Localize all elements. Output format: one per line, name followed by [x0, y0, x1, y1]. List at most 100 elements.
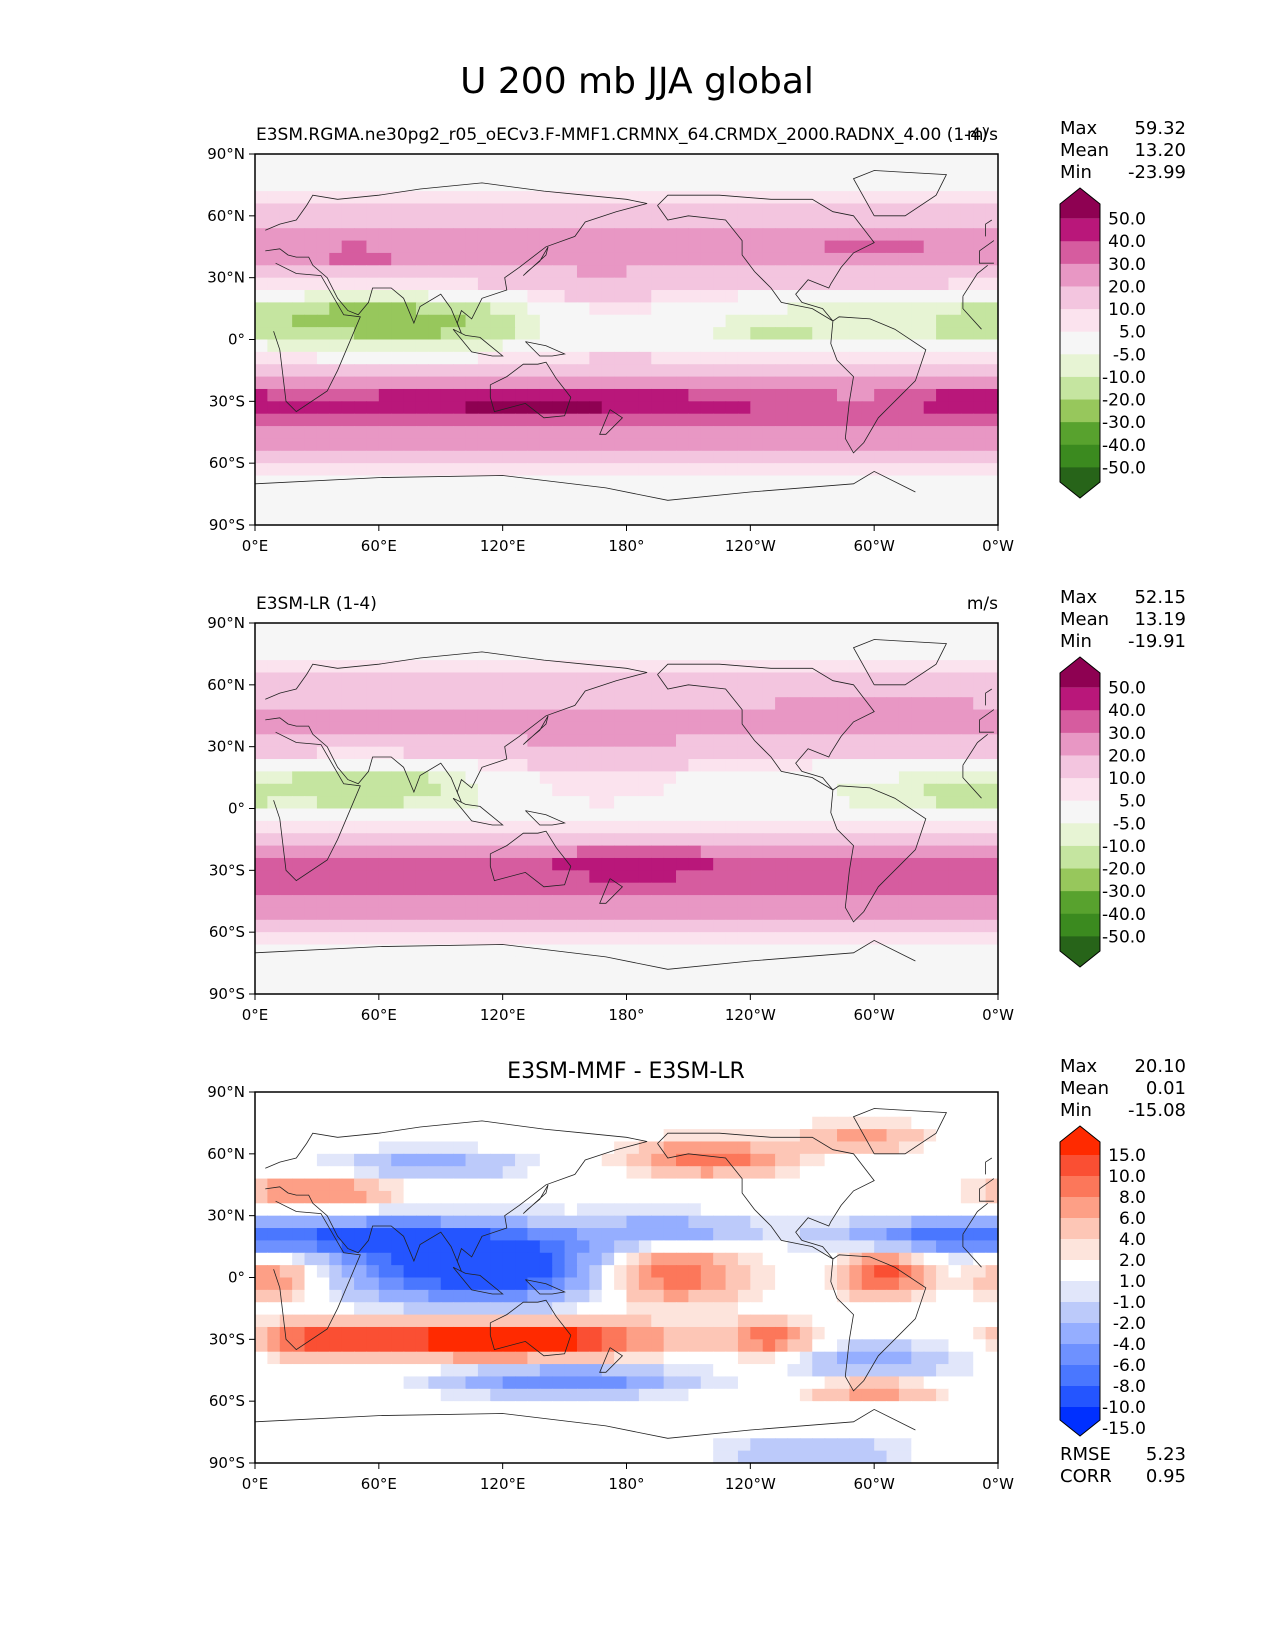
field-cell: [985, 376, 999, 390]
field-cell: [849, 697, 863, 711]
field-cell: [973, 487, 987, 501]
field-cell: [576, 932, 590, 946]
field-cell: [911, 907, 925, 921]
field-cell: [861, 1252, 875, 1266]
field-cell: [626, 845, 640, 859]
field-cell: [874, 623, 888, 636]
field-cell: [713, 833, 727, 847]
field-cell: [676, 895, 690, 909]
field-cell: [861, 314, 875, 328]
field-cell: [886, 647, 900, 661]
field-cell: [775, 845, 789, 859]
field-cell: [700, 314, 714, 328]
field-cell: [391, 1240, 405, 1254]
field-cell: [725, 783, 739, 797]
field-cell: [737, 833, 751, 847]
field-cell: [267, 166, 281, 180]
field-cell: [713, 463, 727, 477]
field-cell: [601, 290, 615, 303]
field-cell: [589, 401, 603, 415]
field-cell: [837, 1129, 850, 1143]
field-cell: [762, 1190, 776, 1204]
field-cell: [663, 290, 677, 303]
field-cell: [267, 487, 281, 501]
field-cell: [589, 1203, 603, 1217]
field-cell: [292, 1104, 306, 1118]
field-cell: [737, 1215, 751, 1229]
field-cell: [316, 475, 330, 489]
field-cell: [638, 475, 652, 489]
field-cell: [737, 1265, 751, 1279]
field-cell: [576, 401, 590, 415]
field-cell: [985, 1215, 999, 1229]
field-cell: [713, 820, 727, 834]
field-cell: [799, 857, 813, 871]
field-cell: [837, 833, 850, 847]
coastline: [254, 470, 916, 501]
field-cell: [799, 1104, 813, 1118]
field-cell: [614, 796, 628, 810]
field-cell: [775, 1203, 789, 1217]
field-cell: [737, 709, 751, 723]
field-cell: [874, 1265, 888, 1279]
field-cell: [886, 660, 900, 674]
field-cell: [663, 314, 677, 328]
field-cell: [837, 635, 850, 649]
field-cell: [688, 1252, 702, 1266]
field-cell: [292, 1302, 306, 1316]
field-cell: [985, 339, 999, 353]
field-cell: [911, 783, 925, 797]
field-cell: [255, 1178, 268, 1192]
field-cell: [453, 709, 467, 723]
field-cell: [477, 759, 491, 772]
field-cell: [453, 1129, 467, 1143]
field-cell: [960, 512, 974, 526]
field-cell: [824, 1166, 838, 1180]
field-cell: [676, 845, 690, 859]
field-cell: [453, 944, 467, 958]
field-cell: [267, 1314, 281, 1328]
field-cell: [824, 413, 838, 427]
field-cell: [663, 919, 677, 933]
field-cell: [837, 796, 850, 810]
field-cell: [341, 450, 355, 464]
field-cell: [775, 1129, 789, 1143]
field-cell: [651, 759, 665, 772]
field-cell: [366, 672, 380, 686]
field-cell: [440, 882, 454, 896]
field-cell: [874, 759, 888, 772]
field-cell: [737, 870, 751, 884]
field-cell: [626, 684, 640, 698]
field-cell: [316, 771, 330, 785]
field-cell: [354, 228, 368, 242]
field-cell: [787, 919, 801, 933]
field-cell: [391, 1228, 405, 1241]
field-cell: [378, 870, 392, 884]
field-cell: [638, 339, 652, 353]
field-cell: [292, 178, 306, 192]
field-cell: [688, 364, 702, 378]
field-cell: [329, 919, 343, 933]
field-cell: [304, 1215, 318, 1229]
field-cell: [378, 290, 392, 303]
field-cell: [490, 1190, 504, 1204]
field-cell: [948, 1215, 962, 1229]
field-cell: [316, 895, 330, 909]
field-cell: [589, 1326, 603, 1340]
field-cell: [304, 1141, 318, 1155]
field-cell: [341, 1116, 355, 1130]
field-cell: [403, 1178, 417, 1192]
field-cell: [440, 919, 454, 933]
field-cell: [279, 203, 293, 217]
field-cell: [552, 388, 566, 402]
lat-tick-label: 60°N: [207, 676, 245, 694]
field-cell: [614, 240, 628, 254]
field-cell: [415, 1289, 429, 1303]
field-cell: [812, 401, 826, 415]
field-cell: [292, 401, 306, 415]
field-cell: [886, 796, 900, 810]
field-cell: [923, 684, 937, 698]
field-cell: [490, 463, 504, 477]
field-cell: [415, 191, 429, 205]
field-cell: [415, 857, 429, 871]
